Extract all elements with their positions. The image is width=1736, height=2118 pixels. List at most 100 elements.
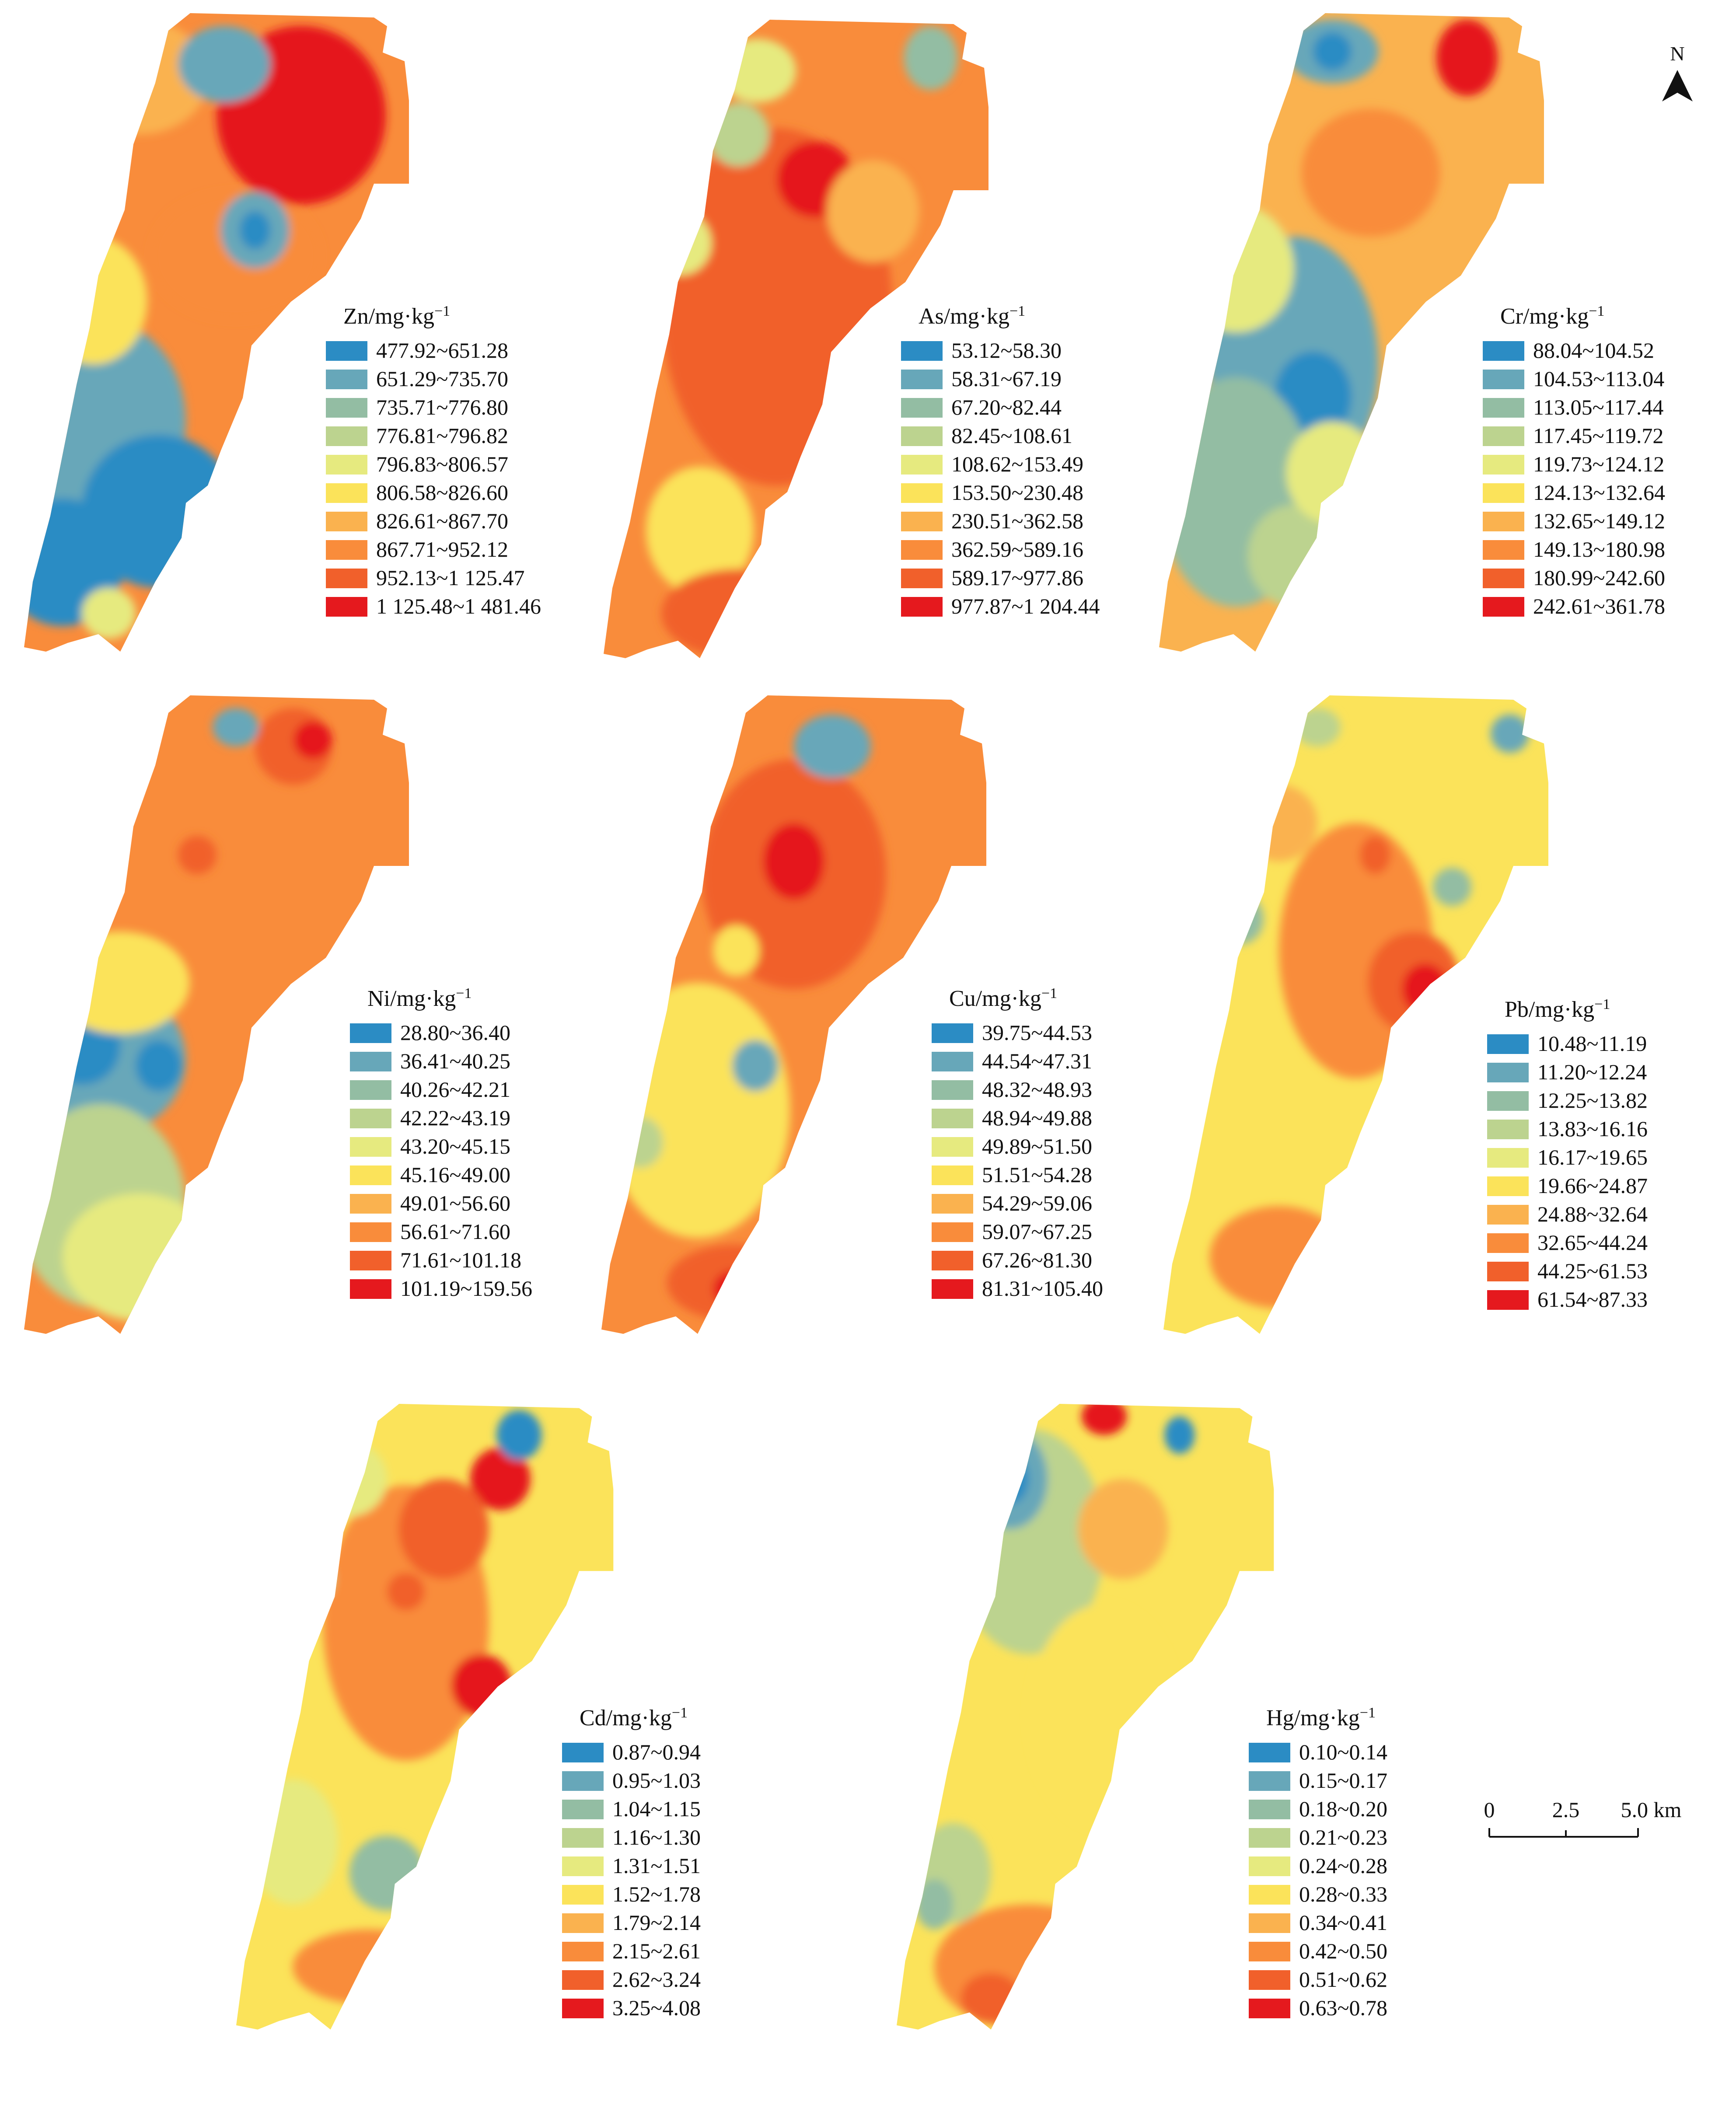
legend-swatch-as-7 [901,540,943,560]
legend-swatch-zn-1 [326,370,367,389]
legend-range-hg-2: 0.18~0.20 [1299,1797,1387,1821]
legend-title-text-pb: Pb/mg·kg [1505,997,1594,1022]
legend-range-cd-4: 1.31~1.51 [612,1853,701,1878]
contour-zone-zn-6 [31,173,94,237]
contour-zone-pb-6 [1294,708,1341,747]
legend-range-pb-4: 16.17~19.65 [1537,1145,1648,1169]
legend-title-text-cr: Cr/mg·kg [1500,304,1589,329]
legend-range-cu-6: 54.29~59.06 [982,1191,1092,1215]
contour-zone-cd-4 [387,1573,425,1611]
contour-zone-hg-6 [1077,1479,1168,1579]
legend-swatch-pb-8 [1487,1262,1529,1281]
contour-zone-cd-5 [496,1410,542,1460]
contour-zone-cd-8 [349,1835,425,1911]
contour-zone-pb-8 [1491,714,1529,753]
legend-swatch-hg-8 [1249,1970,1290,1990]
legend-range-cr-0: 88.04~104.52 [1533,338,1654,363]
contour-zone-as-2 [646,467,754,594]
legend-swatch-ni-0 [350,1023,391,1043]
legend-range-cr-3: 117.45~119.72 [1533,423,1663,448]
legend-title-zn: Zn/mg·kg−1 [343,303,450,329]
legend-swatch-as-6 [901,512,943,531]
legend-range-zn-9: 1 125.48~1 481.46 [376,594,541,618]
legend-swatch-pb-2 [1487,1091,1529,1111]
legend-range-zn-0: 477.92~651.28 [376,338,508,363]
contour-zone-ni-7 [293,721,332,759]
legend-range-ni-0: 28.80~36.40 [400,1020,510,1045]
legend-range-cr-2: 113.05~117.44 [1533,395,1663,419]
map-surface-cd [236,1404,614,2030]
legend-range-cd-5: 1.52~1.78 [612,1882,701,1906]
legend-range-zn-5: 806.58~826.60 [376,480,508,505]
legend-range-hg-1: 0.15~0.17 [1299,1768,1387,1793]
legend-title-text-hg: Hg/mg·kg [1266,1706,1360,1731]
legend-swatch-zn-9 [326,597,367,617]
legend-hg: Hg/mg·kg−1 0.10~0.14 0.15~0.17 0.18~0.20 0.2… [1249,1705,1387,2020]
contour-zone-pb-5 [1217,893,1264,945]
contour-zone-cu-8 [617,1117,663,1168]
legend-swatch-hg-7 [1249,1942,1290,1961]
legend-swatch-cr-4 [1483,455,1524,475]
legend-range-hg-5: 0.28~0.33 [1299,1882,1387,1906]
legend-swatch-as-9 [901,597,943,617]
legend-swatch-cd-6 [562,1913,604,1933]
north-label: N [1670,42,1684,65]
legend-swatch-ni-2 [350,1080,391,1100]
legend-range-zn-4: 796.83~806.57 [376,452,508,476]
legend-swatch-zn-4 [326,455,367,475]
scale-label-1: 2.5 [1552,1797,1580,1822]
legend-range-pb-0: 10.48~11.19 [1537,1031,1647,1056]
contour-zone-hg-8 [934,1904,1123,2030]
scale-label-0: 0 [1484,1797,1495,1822]
map-surface-hg [897,1404,1274,2030]
legend-swatch-as-0 [901,341,943,361]
legend-range-zn-8: 952.13~1 125.47 [376,565,525,590]
legend-title-exponent-pb: −1 [1594,996,1610,1012]
legend-swatch-ni-7 [350,1222,391,1242]
contour-zone-cd-6 [311,1441,387,1517]
legend-range-hg-0: 0.10~0.14 [1299,1740,1387,1764]
contour-zone-cd-7 [289,1554,335,1604]
legend-swatch-cd-7 [562,1942,604,1961]
legend-range-pb-9: 61.54~87.33 [1537,1287,1648,1312]
legend-title-exponent-hg: −1 [1360,1705,1376,1721]
legend-range-cr-1: 104.53~113.04 [1533,366,1664,391]
legend-range-cr-9: 242.61~361.78 [1533,594,1665,618]
legend-pb: Pb/mg·kg−1 10.48~11.19 11.20~12.24 12.25~13… [1487,996,1648,1312]
legend-swatch-cr-6 [1483,512,1524,531]
legend-swatch-as-5 [901,483,943,503]
legend-swatch-hg-0 [1249,1743,1290,1762]
legend-swatch-cd-3 [562,1828,604,1848]
legend-range-as-1: 58.31~67.19 [951,366,1062,391]
legend-range-cr-8: 180.99~242.60 [1533,565,1665,590]
legend-range-cu-2: 48.32~48.93 [982,1077,1092,1102]
legend-swatch-cr-5 [1483,483,1524,503]
legend-title-text-cd: Cd/mg·kg [580,1706,672,1731]
legend-range-cu-1: 44.54~47.31 [982,1049,1092,1073]
legend-range-zn-7: 867.71~952.12 [376,537,508,562]
map-surface-ni [24,695,409,1334]
legend-range-hg-6: 0.34~0.41 [1299,1910,1387,1935]
legend-range-as-5: 153.50~230.48 [951,480,1083,505]
contour-zone-ni-4 [63,1193,217,1321]
legend-swatch-cr-8 [1483,569,1524,588]
legend-range-pb-3: 13.83~16.16 [1537,1117,1648,1141]
legend-title-hg: Hg/mg·kg−1 [1266,1705,1376,1731]
legend-swatch-cr-0 [1483,341,1524,361]
legend-swatch-zn-0 [326,341,367,361]
legend-swatch-pb-4 [1487,1148,1529,1168]
legend-title-cr: Cr/mg·kg−1 [1500,303,1604,329]
contour-zone-pb-2 [1402,963,1449,1015]
legend-swatch-pb-6 [1487,1205,1529,1225]
contour-zone-cr-0 [1301,109,1440,237]
contour-zone-cd-9 [293,1929,444,2005]
legend-range-cd-7: 2.15~2.61 [612,1939,701,1963]
contour-zone-cr-9 [1286,422,1379,524]
scale-label-2: 5.0 km [1621,1797,1682,1822]
legend-swatch-cu-7 [932,1222,973,1242]
contour-zone-pb-7 [1433,868,1471,906]
contour-zone-cu-6 [713,1270,759,1308]
contour-zone-zn-5 [178,26,271,103]
legend-title-cd: Cd/mg·kg−1 [580,1705,688,1731]
